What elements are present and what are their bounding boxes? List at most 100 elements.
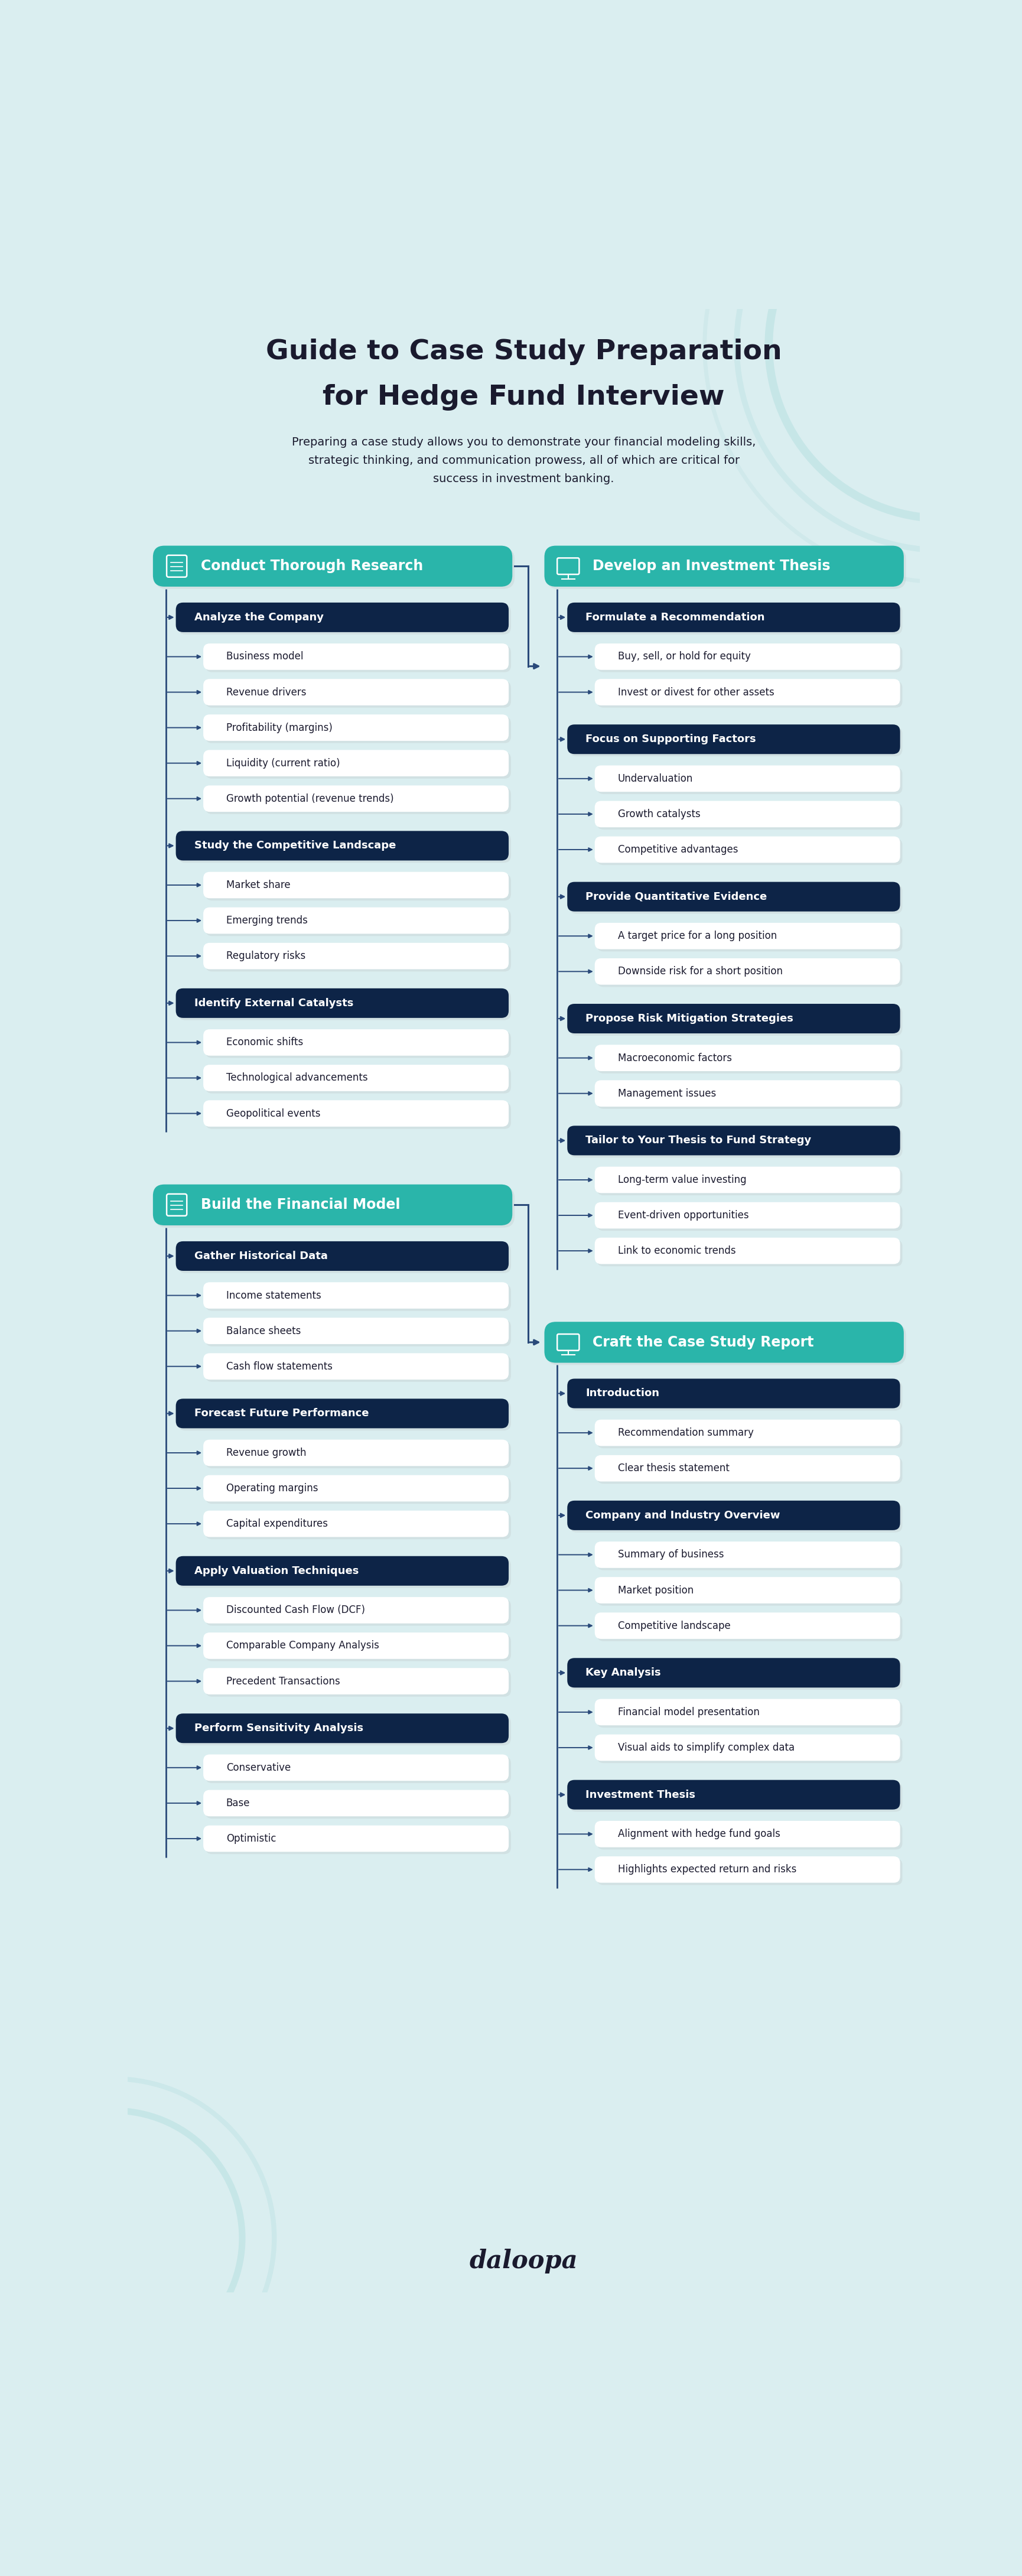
FancyBboxPatch shape (205, 752, 511, 778)
FancyBboxPatch shape (569, 1381, 902, 1412)
Text: Propose Risk Mitigation Strategies: Propose Risk Mitigation Strategies (586, 1012, 793, 1023)
FancyBboxPatch shape (205, 945, 511, 971)
FancyBboxPatch shape (567, 1780, 900, 1808)
Text: Growth potential (revenue trends): Growth potential (revenue trends) (226, 793, 393, 804)
Text: Precedent Transactions: Precedent Transactions (226, 1677, 340, 1687)
Text: Competitive landscape: Competitive landscape (617, 1620, 731, 1631)
FancyBboxPatch shape (203, 714, 509, 742)
FancyBboxPatch shape (595, 1734, 900, 1762)
FancyBboxPatch shape (203, 786, 509, 811)
Text: Company and Industry Overview: Company and Industry Overview (586, 1510, 780, 1520)
Text: Tailor to Your Thesis to Fund Strategy: Tailor to Your Thesis to Fund Strategy (586, 1136, 811, 1146)
Text: Financial model presentation: Financial model presentation (617, 1708, 759, 1718)
FancyBboxPatch shape (595, 1857, 900, 1883)
Text: Develop an Investment Thesis: Develop an Investment Thesis (593, 559, 830, 574)
Text: Clear thesis statement: Clear thesis statement (617, 1463, 730, 1473)
FancyBboxPatch shape (597, 1736, 902, 1762)
FancyBboxPatch shape (597, 1579, 902, 1605)
FancyBboxPatch shape (153, 546, 512, 587)
Text: Apply Valuation Techniques: Apply Valuation Techniques (194, 1566, 359, 1577)
FancyBboxPatch shape (545, 546, 903, 587)
Text: Discounted Cash Flow (DCF): Discounted Cash Flow (DCF) (226, 1605, 365, 1615)
FancyBboxPatch shape (178, 1716, 511, 1747)
FancyBboxPatch shape (203, 907, 509, 933)
FancyBboxPatch shape (178, 1401, 511, 1430)
Text: Long-term value investing: Long-term value investing (617, 1175, 746, 1185)
Text: Comparable Company Analysis: Comparable Company Analysis (226, 1641, 379, 1651)
FancyBboxPatch shape (595, 680, 900, 706)
FancyBboxPatch shape (205, 1355, 511, 1381)
Text: Key Analysis: Key Analysis (586, 1667, 661, 1677)
FancyBboxPatch shape (203, 1633, 509, 1659)
FancyBboxPatch shape (205, 1829, 511, 1855)
FancyBboxPatch shape (597, 925, 902, 951)
FancyBboxPatch shape (595, 1203, 900, 1229)
FancyBboxPatch shape (203, 1283, 509, 1309)
Text: Perform Sensitivity Analysis: Perform Sensitivity Analysis (194, 1723, 363, 1734)
FancyBboxPatch shape (205, 909, 511, 935)
Text: Optimistic: Optimistic (226, 1834, 276, 1844)
FancyBboxPatch shape (178, 832, 511, 863)
FancyBboxPatch shape (547, 549, 907, 590)
FancyBboxPatch shape (205, 1600, 511, 1625)
Text: Study the Competitive Landscape: Study the Competitive Landscape (194, 840, 396, 850)
FancyBboxPatch shape (547, 1324, 907, 1365)
FancyBboxPatch shape (595, 958, 900, 984)
FancyBboxPatch shape (205, 1757, 511, 1783)
Text: Revenue drivers: Revenue drivers (226, 688, 307, 698)
FancyBboxPatch shape (597, 768, 902, 793)
FancyBboxPatch shape (205, 1319, 511, 1347)
FancyBboxPatch shape (205, 1066, 511, 1092)
FancyBboxPatch shape (567, 603, 900, 631)
Text: Technological advancements: Technological advancements (226, 1072, 368, 1084)
Text: Conduct Thorough Research: Conduct Thorough Research (201, 559, 423, 574)
FancyBboxPatch shape (203, 1597, 509, 1623)
FancyBboxPatch shape (205, 1512, 511, 1540)
Text: Operating margins: Operating margins (226, 1484, 318, 1494)
Text: A target price for a long position: A target price for a long position (617, 930, 777, 940)
FancyBboxPatch shape (569, 1662, 902, 1690)
FancyBboxPatch shape (203, 1826, 509, 1852)
Text: Economic shifts: Economic shifts (226, 1038, 304, 1048)
FancyBboxPatch shape (155, 549, 515, 590)
Text: Alignment with hedge fund goals: Alignment with hedge fund goals (617, 1829, 780, 1839)
FancyBboxPatch shape (153, 1185, 512, 1226)
Text: daloopa: daloopa (469, 2249, 578, 2272)
FancyBboxPatch shape (567, 1659, 900, 1687)
Text: Event-driven opportunities: Event-driven opportunities (617, 1211, 748, 1221)
FancyBboxPatch shape (203, 1319, 509, 1345)
FancyBboxPatch shape (595, 644, 900, 670)
Text: Craft the Case Study Report: Craft the Case Study Report (593, 1334, 814, 1350)
Text: Recommendation summary: Recommendation summary (617, 1427, 753, 1437)
FancyBboxPatch shape (203, 1064, 509, 1092)
Text: Forecast Future Performance: Forecast Future Performance (194, 1409, 369, 1419)
Text: Link to economic trends: Link to economic trends (617, 1247, 736, 1257)
FancyBboxPatch shape (567, 1126, 900, 1154)
FancyBboxPatch shape (595, 1079, 900, 1108)
FancyBboxPatch shape (178, 1558, 511, 1587)
FancyBboxPatch shape (569, 1783, 902, 1811)
FancyBboxPatch shape (595, 1455, 900, 1481)
Text: Identify External Catalysts: Identify External Catalysts (194, 997, 354, 1007)
Text: Gather Historical Data: Gather Historical Data (194, 1252, 328, 1262)
FancyBboxPatch shape (205, 1285, 511, 1311)
FancyBboxPatch shape (205, 1030, 511, 1059)
FancyBboxPatch shape (595, 837, 900, 863)
FancyBboxPatch shape (203, 1754, 509, 1780)
FancyBboxPatch shape (205, 1636, 511, 1662)
Text: Preparing a case study allows you to demonstrate your financial modeling skills,: Preparing a case study allows you to dem… (292, 435, 755, 484)
FancyBboxPatch shape (597, 1860, 902, 1886)
Text: Undervaluation: Undervaluation (617, 773, 693, 783)
Text: Provide Quantitative Evidence: Provide Quantitative Evidence (586, 891, 768, 902)
FancyBboxPatch shape (203, 1100, 509, 1126)
FancyBboxPatch shape (203, 1510, 509, 1538)
Text: Geopolitical events: Geopolitical events (226, 1108, 321, 1118)
FancyBboxPatch shape (567, 724, 900, 755)
FancyBboxPatch shape (595, 1577, 900, 1602)
Text: Downside risk for a short position: Downside risk for a short position (617, 966, 783, 976)
Text: Highlights expected return and risks: Highlights expected return and risks (617, 1865, 796, 1875)
FancyBboxPatch shape (595, 1700, 900, 1726)
FancyBboxPatch shape (203, 871, 509, 899)
Text: Market position: Market position (617, 1584, 693, 1595)
Text: Guide to Case Study Preparation: Guide to Case Study Preparation (266, 337, 782, 366)
